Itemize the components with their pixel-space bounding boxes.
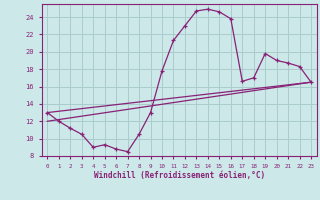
X-axis label: Windchill (Refroidissement éolien,°C): Windchill (Refroidissement éolien,°C)	[94, 171, 265, 180]
